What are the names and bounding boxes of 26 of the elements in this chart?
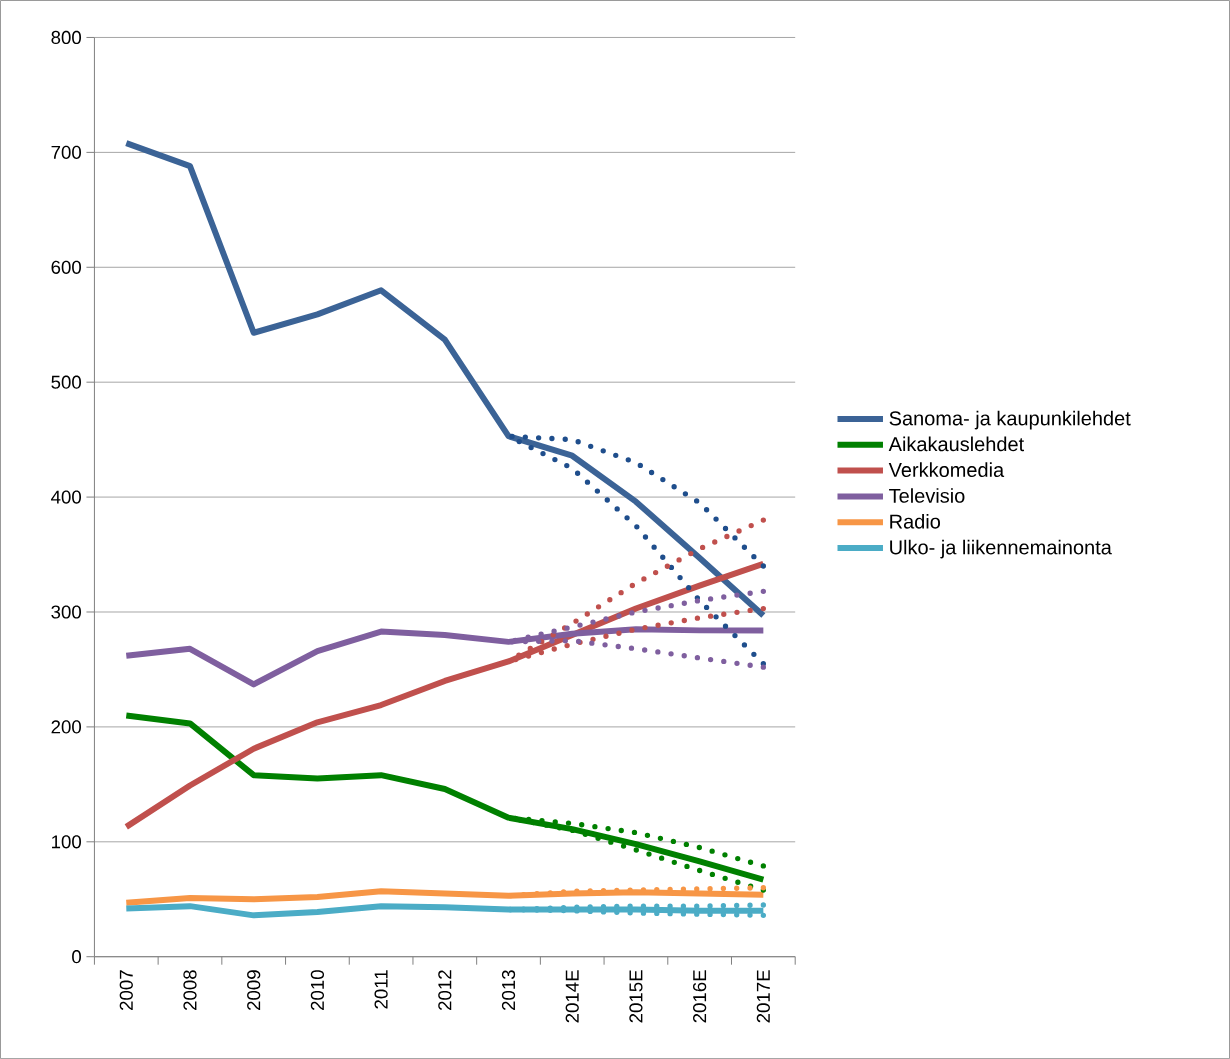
legend-label: Verkkomedia [888, 462, 1005, 477]
legend-label: Ulko- ja liikennemainonta [890, 539, 1112, 559]
legend-label: Sanoma- ja kaupunkilehdet [889, 410, 1131, 430]
legend-label: Televisio [889, 488, 965, 503]
x-tick-label: 2009 [247, 970, 261, 1010]
x-tick-label: 2017E [756, 970, 770, 1023]
y-tick-label: 500 [51, 375, 82, 389]
x-tick-label: 2016E [693, 970, 707, 1023]
x-tick-label: 2008 [183, 970, 197, 1010]
y-tick-label: 400 [51, 490, 82, 504]
x-tick-label: 2010 [310, 970, 325, 1010]
x-tick-label: 2013 [501, 970, 516, 1010]
y-tick-label: 300 [51, 605, 82, 619]
x-tick-label: 2014E [565, 970, 579, 1023]
x-tick-label: 2011 [374, 970, 388, 1009]
y-tick-label: 200 [51, 720, 82, 734]
x-tick-label: 2007 [119, 970, 133, 1010]
y-tick-label: 100 [52, 835, 82, 849]
y-tick-label: 800 [51, 30, 82, 45]
legend-label: Aikakauslehdet [888, 436, 1025, 452]
y-tick-label: 600 [51, 260, 82, 274]
x-tick-label: 2012 [438, 970, 452, 1010]
y-tick-label: 700 [51, 145, 82, 159]
y-tick-label: 0 [72, 950, 82, 964]
x-tick-label: 2015E [629, 970, 643, 1023]
legend-label: Radio [890, 513, 941, 529]
